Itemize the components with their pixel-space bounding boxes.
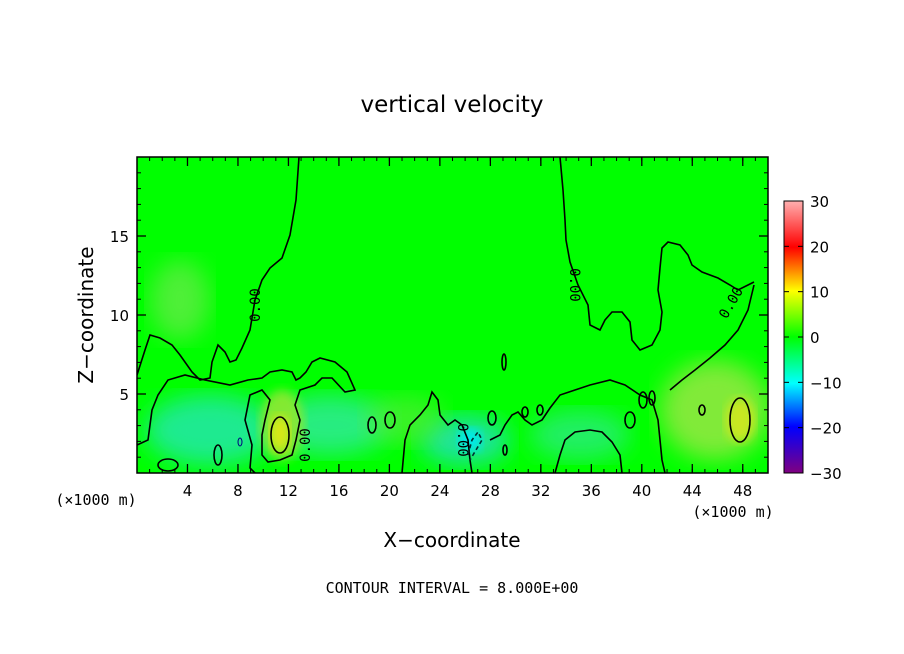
x-unit-left: (×1000 m) bbox=[55, 491, 136, 509]
chart-title: vertical velocity bbox=[361, 92, 544, 118]
y-tick-label: 5 bbox=[119, 386, 129, 404]
small-contour bbox=[536, 404, 544, 416]
updraft-region bbox=[660, 360, 768, 460]
small-contour bbox=[487, 410, 497, 426]
zero-contour bbox=[554, 429, 623, 473]
y-axis-ticks: 5 10 15 bbox=[110, 172, 768, 458]
x-tick-label: 32 bbox=[531, 482, 550, 500]
y-axis-label: Z−coordinate bbox=[74, 246, 98, 383]
zero-contour bbox=[489, 379, 666, 473]
x-tick-label: 40 bbox=[632, 482, 651, 500]
colorbar-tick-label: 10 bbox=[810, 284, 829, 302]
x-tick-label: 8 bbox=[233, 482, 243, 500]
zero-contour bbox=[137, 157, 300, 381]
colorbar-tick-label: −20 bbox=[810, 420, 842, 438]
updraft-core-contour bbox=[729, 397, 751, 443]
colorbar-ticks: 30 20 10 0 −10 −20 −30 bbox=[784, 193, 842, 483]
contour-label: 0.00 bbox=[248, 288, 264, 322]
zero-contour bbox=[669, 284, 755, 391]
x-unit-right: (×1000 m) bbox=[692, 503, 773, 521]
small-contour bbox=[367, 416, 377, 434]
y-tick-label: 10 bbox=[110, 307, 129, 325]
negative-contour bbox=[467, 430, 483, 461]
small-contour bbox=[213, 444, 223, 466]
contour-interval-note: CONTOUR INTERVAL = 8.000E+00 bbox=[326, 579, 579, 597]
downdraft-region bbox=[145, 395, 275, 465]
contour-label: 0.00 bbox=[566, 268, 582, 302]
plot-area: 0.00 0.00 0.00 0.00 0.00 bbox=[137, 157, 768, 473]
x-axis-ticks: 4 8 12 16 20 24 28 32 36 40 44 48 bbox=[149, 157, 756, 500]
small-contour bbox=[384, 411, 396, 429]
small-contour bbox=[648, 390, 656, 406]
x-tick-label: 28 bbox=[481, 482, 500, 500]
zero-contour bbox=[137, 357, 357, 473]
colorbar-tick-label: 0 bbox=[810, 329, 820, 347]
colorbar-tick-label: 20 bbox=[810, 238, 829, 256]
updraft-region bbox=[725, 398, 755, 442]
zero-contour bbox=[401, 390, 473, 473]
small-contour bbox=[157, 458, 179, 472]
zero-contour bbox=[559, 157, 755, 351]
contour-lines bbox=[137, 157, 755, 473]
x-tick-label: 12 bbox=[279, 482, 298, 500]
x-tick-label: 36 bbox=[582, 482, 601, 500]
x-tick-label: 20 bbox=[380, 482, 399, 500]
small-contour bbox=[638, 391, 648, 409]
small-contour bbox=[502, 444, 508, 456]
small-contour bbox=[624, 411, 636, 429]
small-contour bbox=[521, 406, 529, 418]
small-contour bbox=[501, 353, 507, 371]
colorbar-tick-label: −30 bbox=[810, 465, 842, 483]
negative-contour bbox=[237, 437, 243, 447]
x-tick-label: 24 bbox=[430, 482, 449, 500]
colorbar-tick-label: −10 bbox=[810, 374, 842, 392]
x-tick-label: 16 bbox=[329, 482, 348, 500]
updraft-region bbox=[150, 260, 210, 340]
updraft-core-contour bbox=[270, 416, 290, 454]
downdraft-region bbox=[530, 410, 630, 460]
small-contour bbox=[698, 404, 706, 416]
y-tick-label: 15 bbox=[110, 228, 129, 246]
contour-label: 0.00 bbox=[298, 428, 314, 462]
colorbar: 30 20 10 0 −10 −20 −30 bbox=[783, 193, 842, 483]
x-tick-label: 48 bbox=[733, 482, 752, 500]
x-axis-label: X−coordinate bbox=[383, 528, 520, 552]
contour-label: 0.00 bbox=[454, 423, 470, 457]
colorbar-tick-label: 30 bbox=[810, 193, 829, 211]
x-tick-label: 4 bbox=[183, 482, 193, 500]
updraft-region bbox=[270, 415, 290, 451]
x-tick-label: 44 bbox=[683, 482, 702, 500]
